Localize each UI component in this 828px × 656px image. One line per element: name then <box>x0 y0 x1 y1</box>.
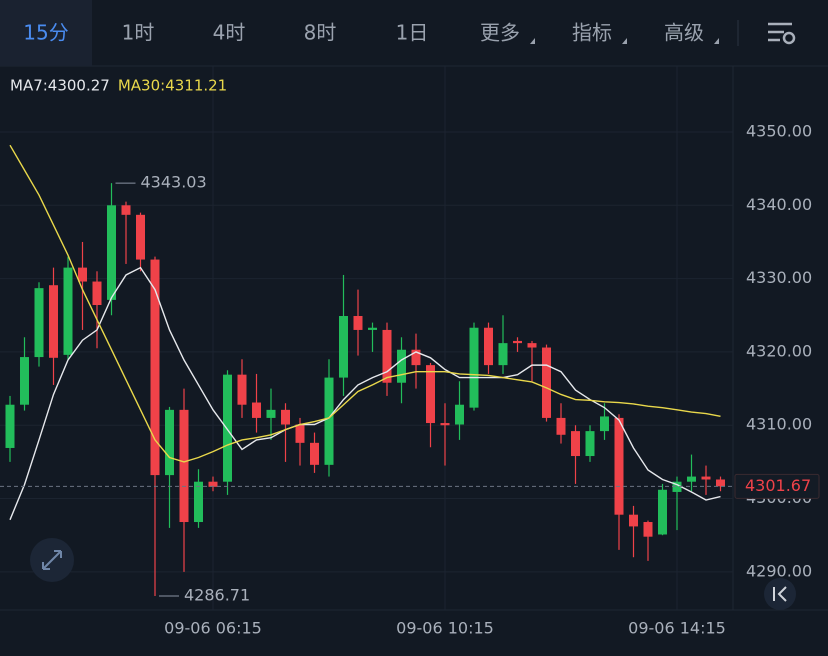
candle-body <box>295 424 305 443</box>
candle-body <box>556 417 566 435</box>
toolbar <box>0 0 828 66</box>
settings-icon[interactable] <box>768 22 796 45</box>
candle-body <box>5 404 15 448</box>
candle-body <box>34 288 44 358</box>
y-tick-label: 4350.00 <box>746 121 812 140</box>
ma-line <box>9 266 721 521</box>
candle-body <box>382 329 392 383</box>
y-tick-label: 4290.00 <box>746 561 812 580</box>
candle-body <box>121 205 131 215</box>
candle-body <box>339 316 348 378</box>
dropdown-caret <box>714 38 719 44</box>
y-tick-label: 4310.00 <box>746 415 812 434</box>
x-tick-label: 09-06 10:15 <box>396 619 494 638</box>
candle-body <box>368 327 377 330</box>
tab[interactable]: 4时 <box>213 21 246 45</box>
candle-body <box>585 431 595 457</box>
candle-body <box>310 442 319 465</box>
candle-body <box>701 476 711 480</box>
ma-line <box>9 144 721 463</box>
candle-body <box>629 514 638 527</box>
candle-body <box>324 377 334 465</box>
candle-body <box>498 343 508 366</box>
candle-body <box>542 347 551 418</box>
dropdown-caret <box>622 38 627 44</box>
candle-body <box>716 479 725 487</box>
candle-body <box>208 481 218 487</box>
candle-body <box>266 409 276 418</box>
candle-body <box>527 343 537 348</box>
dropdown-caret <box>530 38 535 44</box>
y-tick-label: 4330.00 <box>746 268 812 287</box>
candle-body <box>440 423 450 426</box>
candle-body <box>426 365 435 424</box>
candle-body <box>672 481 682 492</box>
candle-body <box>455 404 464 425</box>
candle-body <box>484 327 493 366</box>
candle-body <box>687 476 696 482</box>
tab[interactable]: 高级 <box>664 21 704 45</box>
tab[interactable]: 15分 <box>23 21 68 45</box>
candle-body <box>92 281 102 306</box>
candle-body <box>252 402 261 418</box>
candle-body <box>513 340 522 344</box>
candle-body <box>150 259 160 476</box>
tab[interactable]: 更多 <box>480 21 520 45</box>
expand-button[interactable] <box>30 538 74 582</box>
candle-body <box>165 409 174 476</box>
candle-body <box>107 205 116 300</box>
extreme-label: 4286.71 <box>184 585 250 604</box>
candle-body <box>353 316 363 330</box>
legend-entry: MA30:4311.21 <box>118 77 227 95</box>
y-tick-label: 4340.00 <box>746 195 812 214</box>
candle-body <box>614 417 624 515</box>
candle-body <box>223 374 232 482</box>
last-price-label: 4301.67 <box>745 476 811 495</box>
candle-body <box>20 357 29 405</box>
candle-body <box>411 349 421 366</box>
extreme-label: 4343.03 <box>141 173 207 192</box>
candle-body <box>78 267 87 282</box>
candle-body <box>600 416 609 432</box>
active-tab-bg <box>0 0 92 66</box>
candle-body <box>49 285 58 358</box>
tab[interactable]: 1时 <box>122 21 155 45</box>
y-tick-label: 4320.00 <box>746 341 812 360</box>
candle-body <box>237 374 247 405</box>
x-tick-label: 09-06 06:15 <box>164 619 262 638</box>
candle-body <box>469 327 479 408</box>
candle-body <box>136 214 145 260</box>
candle-body <box>194 481 203 523</box>
scroll-to-latest-button[interactable] <box>764 578 796 610</box>
candle-body <box>397 349 406 383</box>
candle-body <box>179 409 189 523</box>
candle-body <box>658 489 667 535</box>
candle-body <box>571 431 580 457</box>
last-price-box <box>734 473 820 499</box>
candle-body <box>643 522 653 537</box>
plot <box>0 66 733 610</box>
tab[interactable]: 1日 <box>396 21 429 45</box>
tab[interactable]: 指标 <box>572 21 612 45</box>
tab[interactable]: 8时 <box>304 21 337 45</box>
candle-body <box>63 267 73 355</box>
candle-body <box>281 409 290 425</box>
x-tick-label: 09-06 14:15 <box>628 619 726 638</box>
legend-entry: MA7:4300.27 <box>10 77 110 95</box>
